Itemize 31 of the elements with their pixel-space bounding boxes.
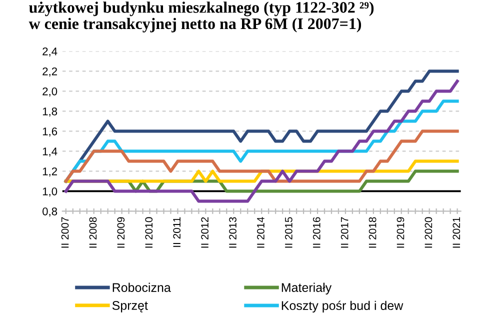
x-tick-label: II 2012 (201, 217, 208, 248)
x-tick-label: II 2014 (257, 217, 264, 248)
legend-label: Robocizna (112, 282, 171, 292)
x-tick-label: II 2009 (117, 217, 125, 248)
y-tick-label: 1,8 (42, 107, 58, 117)
y-tick-label: 1,0 (42, 187, 58, 197)
y-tick-label: 2,0 (42, 87, 58, 97)
x-tick-label: II 2010 (145, 217, 153, 248)
y-tick-label: 1,2 (42, 167, 57, 177)
x-tick-label: II 2008 (89, 217, 97, 248)
x-tick-label: II 2020 (424, 217, 432, 248)
x-tick-label: II 2007 (61, 217, 69, 248)
x-tick-label: II 2019 (396, 217, 404, 248)
line-series (64, 130, 459, 183)
y-tick-label: 2,2 (42, 67, 57, 77)
x-tick-label: II 2017 (340, 217, 348, 248)
x-tick-label: II 2015 (284, 217, 292, 248)
chart-title: użytkowej budynku mieszkalnego (typ 1122-302 ²⁹) w cenie transakcyjnej netto na RP 6M (I 2007=1) (28, 2, 374, 32)
x-tick-label: II 2011 (173, 217, 181, 247)
y-tick-label: 0,8 (42, 207, 58, 217)
x-tick-label: II 2021 (452, 217, 460, 248)
x-tick-label: II 2013 (229, 217, 236, 248)
legend-label: Materiały (282, 282, 332, 294)
y-tick-label: 1,6 (42, 127, 58, 137)
legend-label: Sprzęt (112, 301, 148, 312)
x-tick-label: II 2016 (312, 217, 320, 248)
legend-label: Koszty pośr bud i dew (282, 300, 404, 312)
x-tick-label: II 2018 (368, 217, 376, 248)
y-tick-label: 2,4 (42, 47, 58, 57)
line-series (64, 80, 459, 203)
y-tick-label: 1,4 (42, 148, 58, 157)
